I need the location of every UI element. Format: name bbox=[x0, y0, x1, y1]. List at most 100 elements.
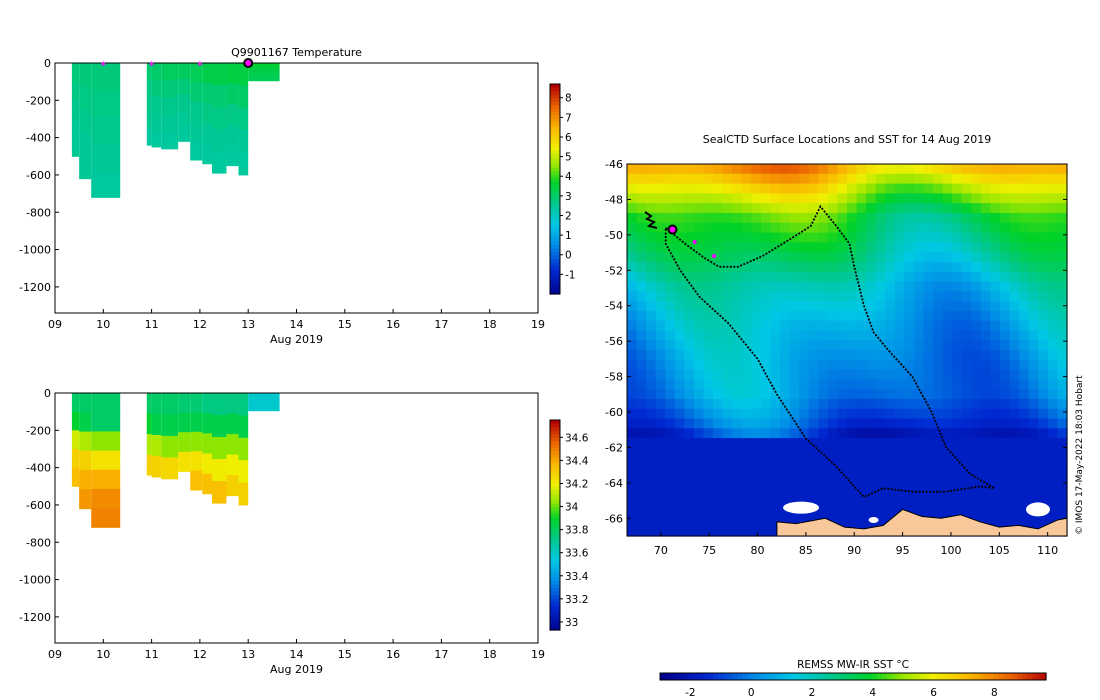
sst-cell bbox=[990, 506, 1001, 518]
sst-cell bbox=[942, 457, 953, 469]
sst-cell bbox=[894, 291, 905, 302]
map-y-tick-label: -52 bbox=[605, 264, 623, 277]
sst-cell bbox=[1057, 164, 1068, 175]
sst-cell bbox=[913, 359, 925, 371]
sst-cell bbox=[627, 496, 638, 508]
sst-cell bbox=[818, 222, 829, 234]
sst-cell bbox=[952, 252, 963, 263]
sst-cell bbox=[808, 212, 819, 224]
sst-cell bbox=[751, 398, 762, 410]
sst-cell bbox=[665, 212, 676, 224]
sst-colorbar-swatch bbox=[732, 673, 738, 680]
sst-cell bbox=[913, 193, 925, 204]
profile-cell bbox=[248, 73, 280, 78]
map-y-tick-label: -66 bbox=[605, 512, 623, 525]
sst-cell bbox=[990, 369, 1001, 380]
colorbar-swatch bbox=[550, 168, 560, 173]
map-x-tick-label: 85 bbox=[799, 544, 813, 557]
sst-cell bbox=[1019, 379, 1030, 390]
sst-cell bbox=[894, 438, 905, 449]
colorbar-swatch bbox=[550, 584, 560, 589]
sst-cell bbox=[693, 212, 705, 224]
colorbar-swatch bbox=[550, 514, 560, 519]
sst-cell bbox=[789, 261, 800, 273]
sst-cell bbox=[933, 193, 944, 204]
sst-cell bbox=[636, 487, 647, 498]
sst-cell bbox=[827, 301, 839, 312]
profile-cell bbox=[151, 434, 162, 457]
sst-cell bbox=[971, 320, 982, 332]
sst-cell bbox=[837, 428, 848, 439]
sst-cell bbox=[933, 252, 944, 263]
x-tick-label: 14 bbox=[290, 318, 304, 331]
colorbar-swatch bbox=[550, 220, 560, 225]
sst-cell bbox=[1000, 359, 1011, 371]
sst-cell bbox=[904, 212, 915, 224]
colorbar-swatch bbox=[550, 605, 560, 610]
sst-cell bbox=[751, 252, 762, 263]
sst-cell bbox=[990, 418, 1001, 429]
colorbar-swatch bbox=[550, 420, 560, 425]
sst-cell bbox=[961, 487, 972, 498]
profile-cell bbox=[71, 430, 80, 450]
sst-colorbar-swatch bbox=[756, 673, 762, 680]
sst-cell bbox=[1019, 467, 1030, 478]
sst-cell bbox=[923, 447, 934, 459]
sst-cell bbox=[684, 291, 695, 302]
sst-cell bbox=[875, 398, 886, 410]
sst-cell bbox=[875, 418, 886, 429]
sst-cell bbox=[732, 183, 743, 194]
sst-cell bbox=[770, 301, 781, 312]
sst-cell bbox=[837, 212, 848, 224]
sst-cell bbox=[770, 232, 781, 243]
sst-cell bbox=[952, 467, 963, 478]
sst-cell bbox=[655, 428, 666, 439]
sst-cell bbox=[789, 252, 800, 263]
sst-cell bbox=[1028, 496, 1039, 508]
sst-cell bbox=[894, 340, 905, 351]
sst-cell bbox=[703, 183, 714, 194]
sst-cell bbox=[1028, 340, 1039, 351]
sst-cell bbox=[684, 330, 695, 341]
sst-cell bbox=[808, 310, 819, 322]
sst-colorbar-swatch bbox=[1031, 673, 1037, 680]
colorbar-swatch bbox=[550, 591, 560, 596]
sst-cell bbox=[827, 398, 839, 410]
sst-cell bbox=[732, 516, 743, 527]
sst-cell bbox=[847, 389, 858, 400]
y-tick-label: 0 bbox=[44, 57, 51, 70]
sst-cell bbox=[627, 281, 638, 292]
sst-cell bbox=[693, 389, 705, 400]
sst-cell bbox=[703, 301, 714, 312]
sst-cell bbox=[818, 203, 829, 214]
x-axis-label: Aug 2019 bbox=[270, 333, 323, 346]
x-tick-label: 18 bbox=[483, 318, 497, 331]
map-y-tick-label: -50 bbox=[605, 229, 623, 242]
sst-cell bbox=[665, 447, 676, 459]
sst-cell bbox=[1000, 496, 1011, 508]
sst-cell bbox=[1009, 212, 1020, 224]
sst-cell bbox=[1009, 428, 1020, 439]
sst-colorbar-swatch bbox=[901, 673, 907, 680]
sst-cell bbox=[952, 438, 963, 449]
sst-cell bbox=[971, 467, 982, 478]
colorbar-swatch bbox=[550, 133, 560, 138]
sst-cell bbox=[741, 369, 752, 380]
sst-cell bbox=[837, 359, 848, 371]
sst-cell bbox=[713, 438, 724, 449]
sst-cell bbox=[722, 418, 733, 429]
sst-cell bbox=[1047, 164, 1059, 175]
sst-cell bbox=[684, 496, 695, 508]
sst-cell bbox=[1038, 271, 1049, 283]
sst-cell bbox=[904, 408, 915, 420]
sst-cell bbox=[837, 447, 848, 459]
sst-cell bbox=[655, 389, 666, 400]
sst-cell bbox=[1000, 242, 1011, 253]
sst-cell bbox=[799, 487, 810, 498]
colorbar-swatch bbox=[550, 570, 560, 575]
sst-cell bbox=[741, 398, 752, 410]
sst-cell bbox=[732, 487, 743, 498]
sst-cell bbox=[885, 320, 896, 332]
sst-colorbar-swatch bbox=[727, 673, 733, 680]
sst-cell bbox=[799, 379, 810, 390]
